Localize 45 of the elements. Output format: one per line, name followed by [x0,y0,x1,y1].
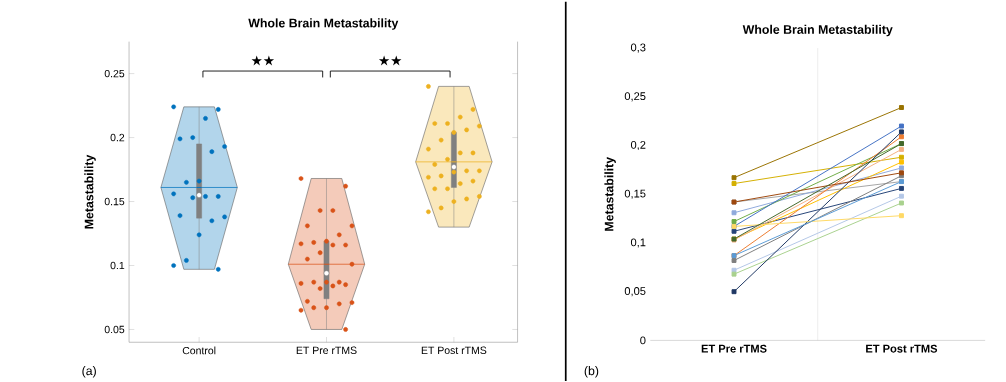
x-tick-label: ET Post rTMS [866,344,938,353]
x-tick-label: Control [182,346,216,355]
x-tick-label: ET Pre rTMS [296,346,357,355]
point [898,146,904,152]
point [731,181,737,186]
annotation: ★★ [251,55,275,66]
x-tick-label: ET Post rTMS [421,346,487,355]
y-axis-title: Metastability [84,154,96,229]
y-tick-label: 0.1 [110,261,125,270]
y-tick-label: 0,25 [624,92,646,102]
point [731,219,737,224]
point [898,185,904,191]
text: (a) [82,366,96,378]
point [898,159,904,165]
point [898,105,904,110]
point [731,175,737,181]
y-tick-label: 0.25 [104,69,125,78]
point [731,267,737,273]
point [898,193,904,199]
point [731,289,737,295]
chart-title: Whole Brain Metastability [248,18,399,30]
point [898,165,904,171]
point [898,200,904,206]
y-tick-label: 0,3 [630,43,646,53]
x-tick-label: ET Pre rTMS [701,344,767,353]
chart-title: Whole Brain Metastability [742,24,893,37]
point [898,129,904,135]
y-tick-label: 0,15 [624,189,646,199]
point [898,213,904,219]
y-tick-label: 0.15 [104,197,125,206]
annotation: ★★ [378,55,402,66]
y-tick-label: 0,05 [624,287,646,297]
y-tick-label: 0.2 [110,133,125,142]
y-tick-label: 0 [640,336,646,345]
y-tick-label: 0,1 [630,238,646,248]
text: (b) [584,366,599,378]
point [731,258,737,263]
y-tick-label: 0,2 [630,140,646,151]
y-tick-label: 0.05 [104,325,125,334]
point [898,134,904,140]
point [898,123,904,129]
point [731,228,737,234]
y-axis-title: Metastability [604,156,616,231]
point [731,210,737,216]
point [731,271,737,277]
